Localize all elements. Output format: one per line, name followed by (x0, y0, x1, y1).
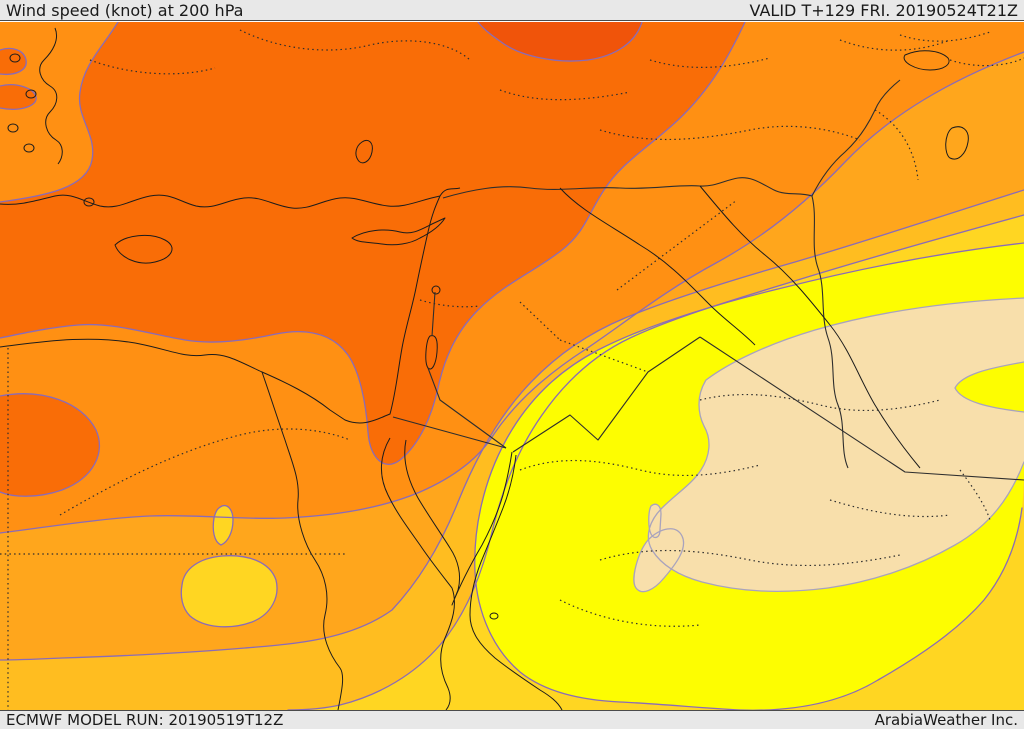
country-borders-dotted (0, 29, 1024, 710)
band-8-fill (648, 298, 1024, 592)
band-2-corner-blob-fill (0, 48, 37, 110)
egypt-levant-coastline (0, 195, 441, 424)
lake-van (903, 50, 950, 71)
jordan-iraq-border (419, 299, 649, 373)
valid-time-label: VALID T+129 FRI. 20190524T21Z (749, 0, 1018, 20)
contour-band-1 (477, 22, 643, 62)
caucasus-borders (899, 31, 1024, 67)
footer-bar: ECMWF MODEL RUN: 20190519T12Z ArabiaWeat… (0, 710, 1024, 729)
turkey-iran-border (811, 79, 901, 197)
aegean-coastline-islands (7, 27, 173, 264)
lake-tuz (355, 139, 373, 164)
lakes (355, 50, 969, 370)
israel-jordan-border (427, 291, 507, 449)
saudi-interior-lines (519, 393, 951, 627)
contour-band-4 (0, 51, 1024, 534)
anatolia-south-coastline (0, 187, 461, 209)
contour-corner-blobs (0, 47, 37, 110)
cyprus-coastline (351, 217, 446, 246)
israel-egypt-border (392, 416, 507, 449)
iraq-iran-border (811, 195, 849, 469)
contour-band-6 (287, 214, 1024, 710)
nile-river (261, 371, 344, 710)
weather-map (0, 22, 1024, 710)
band-2-west-blob-fill (0, 393, 100, 497)
contour-egypt-gold-spots (180, 504, 278, 628)
dead-sea (425, 335, 438, 370)
lake-urmia (945, 126, 969, 160)
contour-west-blob (0, 393, 101, 497)
contour-aegean-wedge (0, 22, 119, 203)
turkey-syria-iraq-border (442, 177, 813, 199)
band-3-aegean-wedge-fill (0, 22, 118, 202)
tigris-river (699, 185, 921, 469)
contour-lines (0, 22, 1024, 710)
jordan-saudi-border (512, 336, 701, 453)
band-8-tail-fill (633, 528, 684, 592)
contour-band-7 (474, 242, 1024, 710)
rivers (559, 185, 921, 469)
iran-turkey-dotted (874, 109, 919, 181)
kuwait-border (959, 469, 991, 521)
band-6-egypt-spots-fill (181, 505, 277, 627)
syria-iraq-border (616, 199, 738, 291)
sea-of-galilee (431, 285, 441, 295)
wind-speed-bands (0, 22, 1024, 710)
model-run-label: ECMWF MODEL RUN: 20190519T12Z (6, 711, 284, 729)
contour-band-2 (0, 22, 746, 465)
euphrates-river (559, 187, 756, 346)
header-bar: Wind speed (knot) at 200 hPa VALID T+129… (0, 0, 1024, 21)
map-title: Wind speed (knot) at 200 hPa (6, 0, 244, 20)
brand-label: ArabiaWeather Inc. (874, 711, 1018, 729)
contour-band-5 (0, 189, 1024, 661)
coastlines (0, 27, 563, 710)
contour-band-8 (633, 297, 1024, 593)
turkey-interior-lines (89, 29, 951, 141)
country-borders-solid (392, 79, 1024, 481)
red-sea-gulfs-coastline (381, 437, 563, 710)
iraq-saudi-border (699, 336, 1024, 481)
